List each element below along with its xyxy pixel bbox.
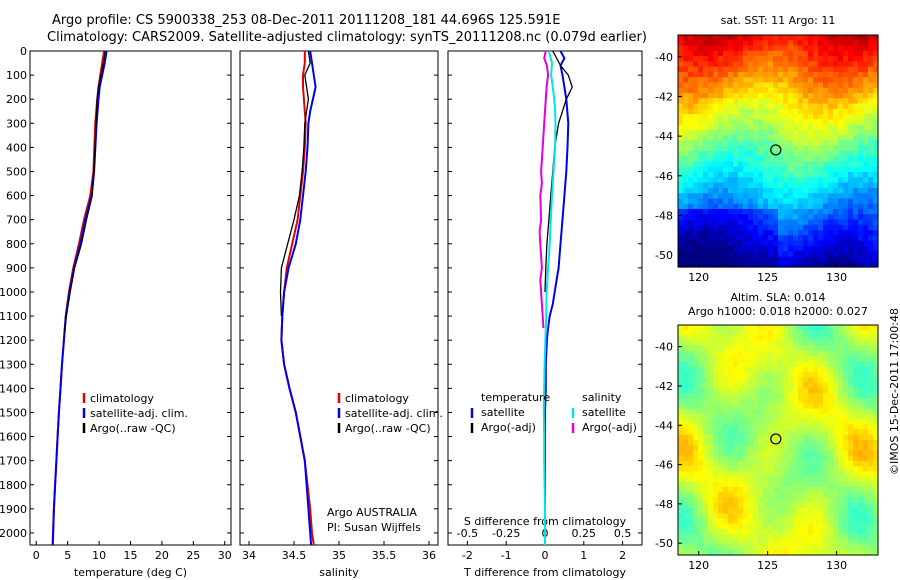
salinity-panel-frame [239, 50, 439, 546]
depth-tick-label: 1600 [0, 431, 27, 444]
difference-xtick-label: -2 [462, 549, 473, 562]
depth-tick-label: 100 [6, 69, 27, 82]
sla-map-ytick-label: -42 [655, 380, 673, 393]
sla-map-heatmap-cells [678, 325, 879, 556]
salinity-xtick-label: 35 [332, 549, 346, 562]
salinity-legend-label: climatology [345, 392, 409, 405]
depth-tick-label: 1200 [0, 334, 27, 347]
temperature-xtick-label: 5 [64, 549, 71, 562]
difference-xtick-label: 1 [580, 549, 587, 562]
difference-top-xtick-label: -0.5 [457, 527, 478, 540]
sst-map-ytick-label: -40 [655, 51, 673, 64]
sst-map-ytick-label: -50 [655, 249, 673, 262]
salinity-annotation-line: Argo AUSTRALIA [327, 506, 417, 519]
depth-tick-label: 800 [6, 238, 27, 251]
difference-xtick-label: 0 [542, 549, 549, 562]
sla-map-ytick-label: -46 [655, 459, 673, 472]
sst-map-heatmap-cells [678, 35, 879, 268]
difference-legend-title: salinity [582, 391, 622, 404]
sla-map-ytick-label: -48 [655, 498, 673, 511]
header-line2: Climatology: CARS2009. Satellite-adjuste… [47, 30, 647, 45]
difference-xtick-label: 2 [619, 549, 626, 562]
timestamp-stamp: ©IMOS 15-Dec-2011 17:00:48 [888, 308, 900, 475]
sla-map-frame [677, 324, 879, 556]
sst-map-title: sat. SST: 11 Argo: 11 [721, 14, 836, 27]
difference-legend-label: Argo(-adj) [582, 421, 637, 434]
sla-map-ytick-label: -40 [655, 341, 673, 354]
temperature-xtick-label: 30 [218, 549, 232, 562]
sst-map-frame [677, 34, 879, 268]
difference-series-line [544, 50, 573, 293]
temperature-xtick-label: 20 [155, 549, 169, 562]
depth-tick-label: 0 [20, 45, 27, 58]
depth-tick-label: 600 [6, 190, 27, 203]
salinity-xtick-label: 34.5 [282, 549, 307, 562]
depth-tick-label: 300 [6, 117, 27, 130]
depth-tick-label: 1500 [0, 406, 27, 419]
depth-tick-label: 1800 [0, 479, 27, 492]
depth-tick-label: 400 [6, 141, 27, 154]
temperature-xtick-label: 25 [186, 549, 200, 562]
temperature-xtick-label: 0 [33, 549, 40, 562]
difference-legend-label: Argo(-adj) [481, 421, 536, 434]
depth-tick-label: 1000 [0, 286, 27, 299]
sla-map-ytick-label: -44 [655, 419, 673, 432]
sst-map-ytick-label: -44 [655, 130, 673, 143]
temperature-axis-label: temperature (deg C) [74, 566, 187, 579]
sla-map-ytick-label: -50 [655, 537, 673, 550]
depth-tick-label: 1100 [0, 310, 27, 323]
difference-xtick-label: -1 [501, 549, 512, 562]
sst-map-ytick-label: -48 [655, 209, 673, 222]
sst-map-argo-marker [770, 144, 782, 156]
sla-map-xtick-label: 120 [688, 559, 709, 572]
difference-series-line [542, 50, 557, 545]
difference-top-xtick-label: -0.25 [492, 527, 520, 540]
salinity-xtick-label: 34 [242, 549, 256, 562]
salinity-legend-label: satellite-adj. clim. [345, 407, 443, 420]
depth-tick-label: 200 [6, 93, 27, 106]
sst-map-xtick-label: 125 [757, 271, 778, 284]
difference-legend-label: satellite [582, 406, 626, 419]
depth-tick-label: 500 [6, 165, 27, 178]
salinity-axis-label: salinity [319, 566, 359, 579]
temperature-xtick-label: 10 [92, 549, 106, 562]
depth-tick-label: 900 [6, 262, 27, 275]
sla-map-xtick-label: 125 [757, 559, 778, 572]
temperature-series-line [63, 50, 107, 333]
difference-legend-label: satellite [481, 406, 525, 419]
salinity-series-line [279, 50, 311, 317]
salinity-series-line [280, 50, 317, 546]
temperature-legend-label: satellite-adj. clim. [90, 407, 188, 420]
depth-tick-label: 1900 [0, 503, 27, 516]
difference-top-xtick-label: 0.25 [572, 527, 597, 540]
sla-map-title-line2: Argo h1000: 0.018 h2000: 0.027 [688, 305, 868, 318]
temperature-legend-label: Argo(..raw -QC) [90, 422, 176, 435]
header-line1: Argo profile: CS 5900338_253 08-Dec-2011… [52, 13, 561, 28]
depth-tick-label: 1700 [0, 455, 27, 468]
sst-map-xtick-label: 130 [826, 271, 847, 284]
sla-map-argo-marker [770, 433, 782, 445]
temperature-panel-frame [29, 50, 232, 546]
salinity-xtick-label: 36 [422, 549, 436, 562]
temperature-xtick-label: 15 [124, 549, 138, 562]
sst-map-ytick-label: -42 [655, 90, 673, 103]
salinity-xtick-label: 35.5 [372, 549, 397, 562]
depth-tick-label: 1300 [0, 358, 27, 371]
difference-legend-title: temperature [481, 391, 550, 404]
sla-map-title-line1: Altim. SLA: 0.014 [730, 291, 825, 304]
difference-axis-label: T difference from climatology [463, 566, 626, 579]
difference-series-line [538, 50, 550, 329]
depth-tick-label: 1400 [0, 382, 27, 395]
sst-map-xtick-label: 120 [688, 271, 709, 284]
sla-map-xtick-label: 130 [826, 559, 847, 572]
sst-map-ytick-label: -46 [655, 170, 673, 183]
salinity-legend-label: Argo(..raw -QC) [345, 422, 431, 435]
difference-top-xtick-label: 0.5 [614, 527, 632, 540]
depth-tick-label: 2000 [0, 527, 27, 540]
depth-tick-label: 700 [6, 214, 27, 227]
temperature-legend-label: climatology [90, 392, 154, 405]
salinity-annotation-line: PI: Susan Wijffels [327, 521, 421, 534]
